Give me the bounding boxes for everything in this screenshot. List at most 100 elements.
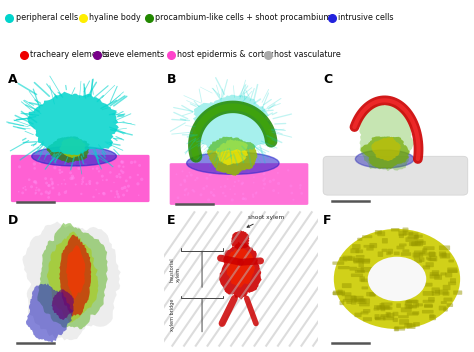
Point <box>79 177 86 182</box>
FancyBboxPatch shape <box>408 305 417 309</box>
FancyBboxPatch shape <box>376 306 385 310</box>
Point <box>261 181 268 187</box>
FancyBboxPatch shape <box>399 244 407 246</box>
FancyBboxPatch shape <box>428 258 436 261</box>
Point <box>45 183 53 188</box>
Point <box>22 187 29 193</box>
FancyBboxPatch shape <box>417 239 424 243</box>
Point <box>239 191 247 197</box>
FancyBboxPatch shape <box>411 242 418 246</box>
Point <box>60 177 68 183</box>
FancyBboxPatch shape <box>396 303 401 308</box>
Point <box>31 165 38 171</box>
FancyBboxPatch shape <box>369 292 375 296</box>
Point <box>80 175 87 181</box>
FancyBboxPatch shape <box>333 290 345 295</box>
Point <box>116 171 123 177</box>
Point <box>242 196 249 202</box>
FancyBboxPatch shape <box>414 250 426 254</box>
FancyBboxPatch shape <box>428 297 435 302</box>
Point <box>93 180 101 186</box>
FancyBboxPatch shape <box>426 257 431 260</box>
Point <box>37 158 45 164</box>
FancyBboxPatch shape <box>375 230 382 234</box>
FancyBboxPatch shape <box>434 275 442 280</box>
Point <box>63 188 70 194</box>
FancyBboxPatch shape <box>384 307 392 310</box>
Point <box>239 196 247 202</box>
Point <box>86 181 94 187</box>
FancyBboxPatch shape <box>409 232 419 236</box>
Point <box>203 175 211 181</box>
FancyBboxPatch shape <box>439 245 450 250</box>
Point <box>79 179 87 185</box>
FancyBboxPatch shape <box>407 323 416 329</box>
Point <box>115 194 122 200</box>
FancyBboxPatch shape <box>401 307 412 312</box>
FancyBboxPatch shape <box>361 312 368 314</box>
Point <box>210 193 218 199</box>
Point <box>43 159 50 165</box>
Point <box>134 181 142 187</box>
Ellipse shape <box>32 146 117 166</box>
Point <box>92 187 100 193</box>
Point <box>82 181 90 187</box>
FancyBboxPatch shape <box>445 272 452 277</box>
FancyBboxPatch shape <box>414 235 419 239</box>
FancyBboxPatch shape <box>424 303 433 308</box>
Point <box>46 183 53 188</box>
Point <box>118 168 125 174</box>
FancyBboxPatch shape <box>374 314 380 320</box>
FancyBboxPatch shape <box>423 291 434 296</box>
Point <box>55 182 62 188</box>
FancyBboxPatch shape <box>356 255 365 258</box>
Point <box>69 174 76 179</box>
Point <box>78 191 85 197</box>
Point <box>250 180 257 186</box>
FancyBboxPatch shape <box>405 304 412 309</box>
FancyBboxPatch shape <box>399 319 409 325</box>
FancyBboxPatch shape <box>380 306 389 309</box>
FancyBboxPatch shape <box>356 258 365 263</box>
FancyBboxPatch shape <box>429 256 437 262</box>
FancyBboxPatch shape <box>444 297 453 302</box>
Point <box>93 166 101 171</box>
FancyBboxPatch shape <box>409 242 421 246</box>
FancyBboxPatch shape <box>359 276 365 282</box>
FancyBboxPatch shape <box>443 307 448 312</box>
FancyBboxPatch shape <box>432 292 440 296</box>
FancyBboxPatch shape <box>424 305 433 308</box>
Polygon shape <box>27 92 119 155</box>
FancyBboxPatch shape <box>413 322 420 327</box>
Point <box>228 197 236 203</box>
FancyBboxPatch shape <box>359 298 370 304</box>
Point <box>260 178 267 183</box>
FancyBboxPatch shape <box>394 327 399 331</box>
Point <box>208 190 215 195</box>
Polygon shape <box>359 103 415 171</box>
Point <box>189 188 197 193</box>
Point <box>266 179 274 184</box>
Text: B: B <box>166 73 176 86</box>
Point <box>220 170 228 176</box>
Point <box>184 190 192 196</box>
Point <box>81 161 88 167</box>
Point <box>56 163 64 169</box>
Point <box>218 167 225 173</box>
FancyBboxPatch shape <box>355 270 365 273</box>
Point <box>118 186 126 191</box>
FancyBboxPatch shape <box>394 326 405 331</box>
Point <box>206 172 214 177</box>
Text: xylem bridge: xylem bridge <box>170 299 175 331</box>
FancyBboxPatch shape <box>342 283 352 288</box>
FancyBboxPatch shape <box>353 258 363 262</box>
FancyBboxPatch shape <box>438 290 448 295</box>
Point <box>32 179 39 184</box>
Polygon shape <box>193 95 271 152</box>
Point <box>288 190 296 196</box>
Point <box>55 191 63 197</box>
Point <box>32 190 40 196</box>
FancyBboxPatch shape <box>355 299 365 302</box>
Point <box>245 169 252 175</box>
FancyBboxPatch shape <box>412 303 419 308</box>
